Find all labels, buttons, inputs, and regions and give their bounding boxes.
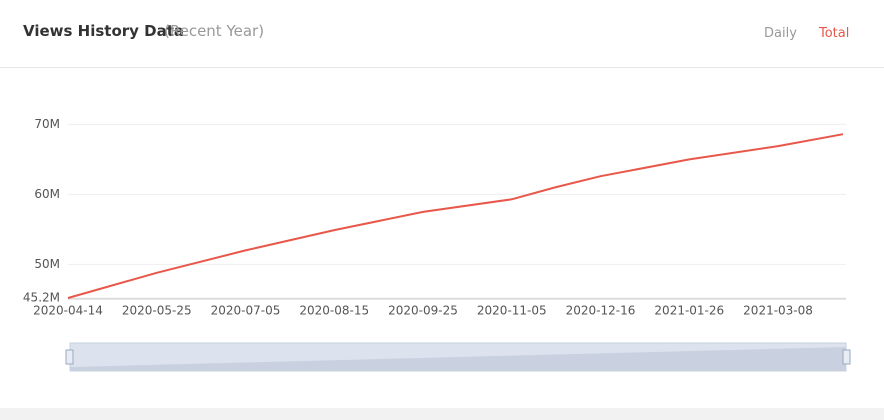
x-tick-label: 2021-03-08	[743, 304, 813, 318]
header: Views History Data (Recent Year) Daily T…	[0, 0, 884, 68]
x-tick-label: 2020-11-05	[477, 304, 547, 318]
tab-daily[interactable]: Daily	[764, 26, 797, 41]
x-tick-label: 2020-04-14	[33, 304, 103, 318]
x-tick-label: 2020-12-16	[566, 304, 636, 318]
line-series	[67, 133, 844, 299]
x-tick-label: 2020-09-25	[388, 304, 458, 318]
footer-strip	[0, 408, 884, 420]
y-tick-label: 70M	[34, 117, 60, 131]
tab-total[interactable]: Total	[819, 26, 850, 41]
x-tick-label: 2020-07-05	[211, 304, 281, 318]
x-tick-label: 2021-01-26	[654, 304, 724, 318]
chart: 45.2M 50M 60M 70M 2020-04-14 2020-05-25 2020-0…	[23, 117, 851, 372]
y-tick-label: 60M	[34, 187, 60, 201]
subtitle: (Recent Year)	[164, 22, 265, 40]
y-tick-label: 45.2M	[23, 291, 60, 305]
zoom-slider[interactable]	[65, 342, 851, 372]
y-tick-label: 50M	[34, 257, 60, 271]
x-tick-label: 2020-08-15	[299, 304, 369, 318]
title: Views History Data	[23, 22, 185, 40]
x-tick-label: 2020-05-25	[122, 304, 192, 318]
